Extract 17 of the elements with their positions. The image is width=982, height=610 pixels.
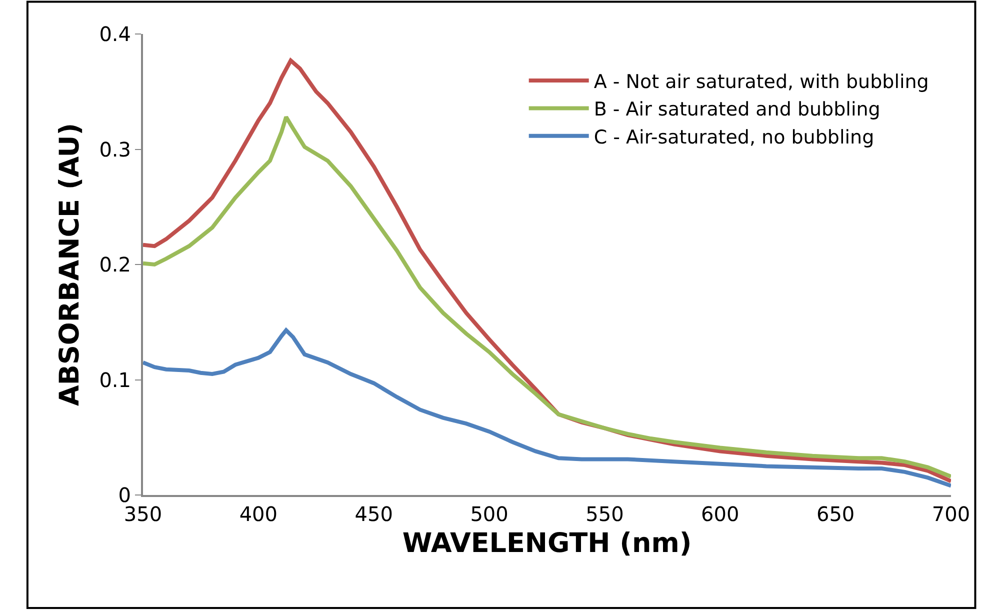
- line-series: [143, 328, 951, 488]
- y-tick-label: 0.2: [99, 252, 131, 276]
- x-tick-label: 700: [932, 502, 970, 526]
- x-axis-title: WAVELENGTH (nm): [402, 528, 692, 559]
- x-tick-label: 550: [586, 502, 624, 526]
- legend-label: A - Not air saturated, with bubbling: [594, 70, 929, 93]
- x-tick-label: 400: [239, 502, 278, 526]
- legend-label: B - Air saturated and bubbling: [594, 98, 880, 121]
- y-tick-label: 0.3: [99, 137, 131, 162]
- y-axis-title: ABSORBANCE (AU): [54, 122, 86, 406]
- legend-label: C - Air-saturated, no bubbling: [594, 126, 874, 148]
- x-tick-label: 650: [816, 502, 855, 526]
- x-tick-label: 450: [354, 502, 393, 526]
- y-tick-label: 0.4: [99, 22, 131, 46]
- y-tick-label: 0.1: [99, 368, 131, 392]
- x-tick-label: 500: [470, 502, 508, 526]
- x-tick-label: 600: [701, 502, 740, 526]
